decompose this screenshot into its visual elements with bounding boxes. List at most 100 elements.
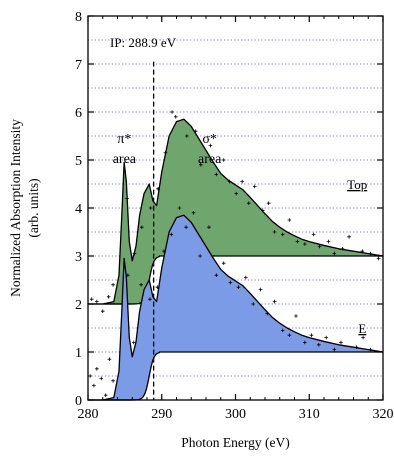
data-point	[303, 340, 307, 345]
y-axis-title-line2: (arb. units)	[26, 178, 41, 237]
axis-ticks: 280 290 300 310 320 0 1 2 3 4 5 6 7 8	[75, 10, 394, 422]
data-point	[208, 143, 213, 148]
data-point	[148, 206, 153, 210]
data-point	[332, 347, 337, 352]
data-point	[228, 280, 233, 285]
x-axis-title: Photon Energy (eV)	[181, 435, 289, 450]
y-tick-label: 5	[75, 154, 82, 169]
data-point	[266, 201, 271, 205]
pi-area-label: area	[113, 152, 137, 167]
data-point	[309, 333, 314, 337]
x-tick-label: 300	[225, 407, 246, 422]
data-point	[173, 115, 178, 119]
y-tick-label: 6	[75, 106, 82, 121]
y-tick-label: 1	[75, 346, 82, 361]
data-point	[177, 206, 182, 210]
data-point	[103, 393, 108, 397]
data-point	[132, 251, 137, 256]
series-area-e	[87, 214, 384, 401]
data-point	[368, 347, 373, 352]
series-label-top: Top	[347, 177, 367, 192]
data-point	[125, 196, 129, 201]
data-point	[126, 273, 130, 277]
data-point	[221, 158, 226, 162]
data-point	[265, 311, 270, 316]
data-point	[140, 225, 144, 229]
data-point	[287, 333, 292, 337]
y-tick-label: 3	[75, 250, 82, 265]
data-point	[162, 249, 166, 253]
data-point	[156, 187, 160, 191]
data-point	[184, 225, 188, 229]
data-point	[198, 254, 202, 258]
data-point	[148, 297, 152, 301]
data-point	[227, 179, 232, 184]
y-tick-label: 8	[75, 10, 82, 25]
data-point	[354, 345, 359, 349]
data-point	[376, 256, 381, 261]
data-point	[303, 242, 307, 246]
data-point	[199, 163, 203, 167]
data-point	[317, 343, 321, 347]
data-point	[169, 232, 174, 237]
data-point	[361, 335, 365, 340]
data-point	[185, 134, 189, 138]
x-tick-label: 310	[299, 407, 320, 422]
data-point	[99, 376, 104, 381]
data-point	[324, 335, 329, 340]
data-point	[191, 211, 196, 215]
data-point	[88, 374, 93, 378]
data-point	[339, 340, 343, 345]
data-point	[111, 379, 115, 383]
series-label-e: E	[358, 321, 366, 336]
data-point	[340, 247, 345, 251]
data-point	[368, 251, 373, 256]
data-point	[326, 239, 331, 244]
sigma-area-label: area	[198, 152, 222, 167]
data-point	[139, 283, 143, 287]
data-point	[163, 151, 168, 155]
data-point	[280, 232, 285, 237]
data-point	[294, 314, 298, 318]
ip-label: IP: 288.9 eV	[110, 35, 177, 50]
data-point	[155, 285, 160, 289]
data-point	[131, 340, 136, 345]
data-point	[207, 225, 211, 229]
data-point	[272, 299, 277, 304]
data-point	[170, 110, 174, 114]
x-tick-label: 320	[373, 407, 394, 422]
data-point	[100, 309, 105, 313]
data-point	[106, 295, 111, 299]
data-point	[111, 283, 115, 287]
data-point	[95, 367, 99, 371]
data-point	[251, 302, 255, 306]
data-point	[311, 232, 316, 237]
y-tick-label: 7	[75, 58, 82, 73]
data-point	[89, 297, 94, 301]
data-point	[332, 251, 337, 256]
sigma-star-label: σ*	[202, 132, 217, 147]
data-points	[88, 110, 381, 397]
y-tick-label: 2	[75, 298, 82, 313]
data-point	[280, 328, 285, 333]
data-point	[360, 249, 365, 253]
data-point	[214, 273, 219, 277]
x-tick-label: 280	[78, 407, 99, 422]
data-point	[258, 287, 263, 292]
data-point	[287, 218, 292, 222]
data-point	[246, 201, 251, 205]
data-point	[295, 239, 300, 244]
data-point	[317, 244, 322, 249]
data-point	[107, 357, 112, 361]
data-point	[214, 172, 219, 177]
data-point	[252, 184, 257, 189]
data-point	[92, 383, 96, 388]
data-point	[240, 179, 244, 184]
series-area-top	[87, 118, 384, 305]
data-point	[347, 235, 351, 239]
y-tick-label: 4	[75, 202, 82, 217]
data-point	[260, 208, 265, 213]
data-point	[95, 299, 99, 304]
data-point	[272, 230, 277, 234]
